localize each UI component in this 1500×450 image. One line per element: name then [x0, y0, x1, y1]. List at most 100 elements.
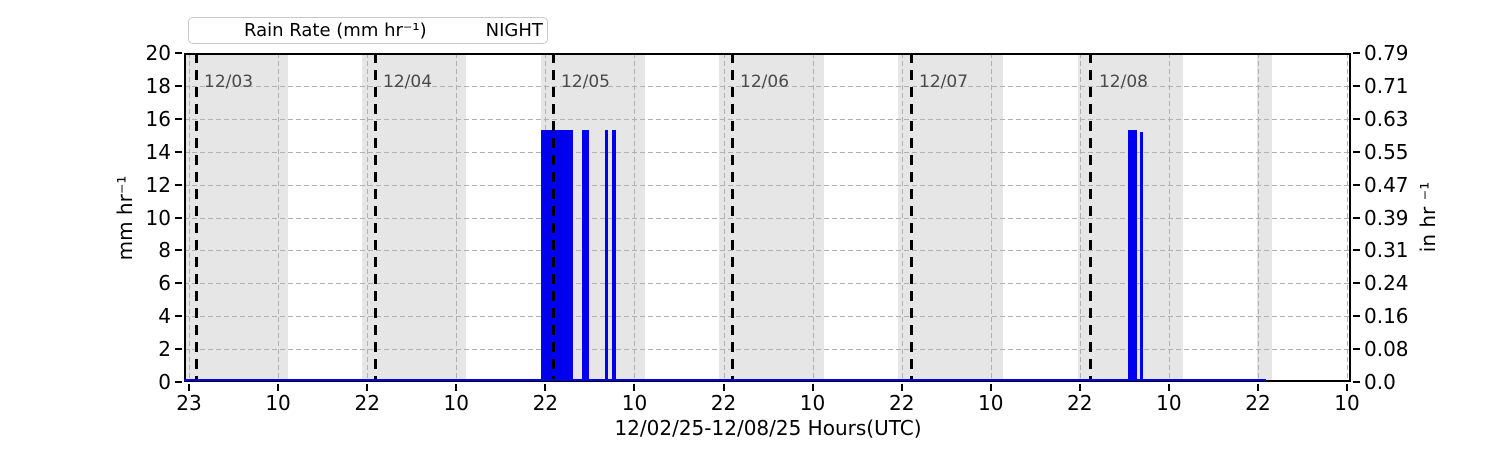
y-tick-right — [1353, 216, 1360, 219]
v-gridline — [1347, 53, 1349, 382]
x-tick-label: 22 — [1067, 391, 1093, 415]
x-tick-label: 10 — [1156, 391, 1182, 415]
legend-rain-line-swatch — [195, 29, 234, 32]
v-gridline — [990, 53, 992, 382]
y-tick-label-right: 0.31 — [1364, 238, 1409, 263]
y-tick-label-right: 0.0 — [1364, 370, 1396, 394]
x-tick-label: 22 — [888, 391, 915, 415]
y-tick-right — [1353, 84, 1360, 87]
y-tick-right — [1353, 282, 1360, 285]
y-tick-label-right: 0.08 — [1364, 337, 1409, 362]
rain-bar — [605, 130, 608, 382]
x-tick-label: 10 — [443, 391, 469, 415]
v-gridline — [456, 53, 458, 382]
y-tick-label-left: 14 — [145, 139, 171, 164]
y-tick-label-right: 0.55 — [1364, 139, 1409, 164]
legend-rain-label: Rain Rate (mm hr⁻¹) — [244, 20, 427, 41]
y-tick-left — [175, 117, 182, 120]
x-tick-label: 10 — [265, 391, 291, 415]
plot-area: 12/03 12/04 12/05 12/06 12/07 12/08 — [184, 53, 1351, 382]
x-tick-label: 22 — [710, 391, 737, 415]
h-gridline — [184, 184, 1351, 186]
rain-bar — [540, 130, 573, 382]
y-tick-label-left: 16 — [145, 106, 171, 131]
day-marker-label: 12/06 — [740, 72, 790, 92]
y-tick-right — [1353, 249, 1360, 252]
x-tick — [1256, 384, 1259, 391]
day-marker-line — [194, 53, 198, 382]
y-tick-label-left: 20 — [145, 41, 171, 65]
x-tick — [455, 384, 458, 391]
x-tick — [188, 384, 191, 391]
day-marker-label: 12/04 — [383, 72, 433, 92]
y-tick-right — [1353, 315, 1360, 318]
v-gridline — [189, 53, 191, 382]
y-tick-label-right: 0.39 — [1364, 205, 1409, 230]
y-tick-label-left: 4 — [158, 304, 171, 329]
y-tick-left — [175, 348, 182, 351]
y-tick-left — [175, 216, 182, 219]
x-tick — [544, 384, 547, 391]
h-gridline — [184, 118, 1351, 120]
day-marker-line — [909, 53, 913, 382]
v-gridline — [901, 53, 903, 382]
y-tick-label-left: 8 — [158, 238, 171, 263]
x-tick-label: 10 — [978, 391, 1004, 415]
rain-bar — [1140, 131, 1144, 382]
day-marker-line — [551, 53, 555, 382]
y-tick-left — [175, 52, 182, 54]
x-tick — [277, 384, 280, 391]
day-marker-line — [373, 53, 377, 382]
rain-bar — [582, 130, 589, 382]
y-tick-label-right: 0.24 — [1364, 271, 1409, 296]
y-tick-right — [1353, 381, 1360, 383]
x-tick-label: 22 — [354, 391, 380, 415]
y-tick-right — [1353, 348, 1360, 351]
h-gridline — [184, 217, 1351, 219]
day-marker-label: 12/03 — [204, 72, 254, 92]
h-gridline — [184, 349, 1351, 351]
x-tick — [989, 384, 992, 391]
x-tick — [633, 384, 636, 391]
h-gridline — [184, 250, 1351, 252]
h-gridline — [184, 85, 1351, 87]
x-tick — [811, 384, 814, 391]
x-tick-label: 22 — [532, 391, 559, 415]
v-gridline — [812, 53, 814, 382]
day-marker-line — [730, 53, 734, 382]
x-tick-label: 23 — [176, 391, 202, 415]
rain-bar — [612, 130, 616, 382]
zero-rain-line — [184, 379, 1267, 381]
legend-night-swatch — [440, 24, 476, 38]
x-tick-label: 22 — [1245, 391, 1271, 415]
y-axis-label-right: in hr ⁻¹ — [1416, 181, 1440, 253]
h-gridline — [184, 151, 1351, 153]
y-tick-label-left: 12 — [145, 172, 171, 197]
y-tick-label-right: 0.79 — [1364, 41, 1409, 65]
h-gridline — [184, 283, 1351, 285]
y-tick-right — [1353, 150, 1360, 153]
v-gridline — [367, 53, 369, 382]
legend-night-label: NIGHT — [485, 20, 543, 41]
day-marker-label: 12/05 — [561, 72, 610, 92]
y-tick-right — [1353, 183, 1360, 186]
x-tick — [722, 384, 725, 391]
y-tick-left — [175, 84, 182, 87]
y-tick-label-left: 18 — [145, 73, 171, 98]
y-tick-left — [175, 150, 182, 153]
x-axis-label: 12/02/25-12/08/25 Hours(UTC) — [614, 416, 922, 440]
day-marker-line — [1089, 53, 1093, 382]
y-tick-left — [175, 282, 182, 285]
y-tick-label-right: 0.16 — [1364, 304, 1409, 329]
y-tick-label-right: 0.63 — [1364, 106, 1409, 131]
y-tick-label-left: 2 — [158, 337, 171, 362]
x-tick-label: 10 — [621, 391, 648, 415]
x-tick — [1078, 384, 1081, 391]
x-tick — [900, 384, 903, 391]
v-gridline — [634, 53, 636, 382]
y-axis-label-left: mm hr⁻¹ — [113, 175, 137, 261]
y-tick-left — [175, 315, 182, 318]
x-tick-label: 10 — [799, 391, 826, 415]
y-tick-label-left: 10 — [145, 205, 171, 230]
